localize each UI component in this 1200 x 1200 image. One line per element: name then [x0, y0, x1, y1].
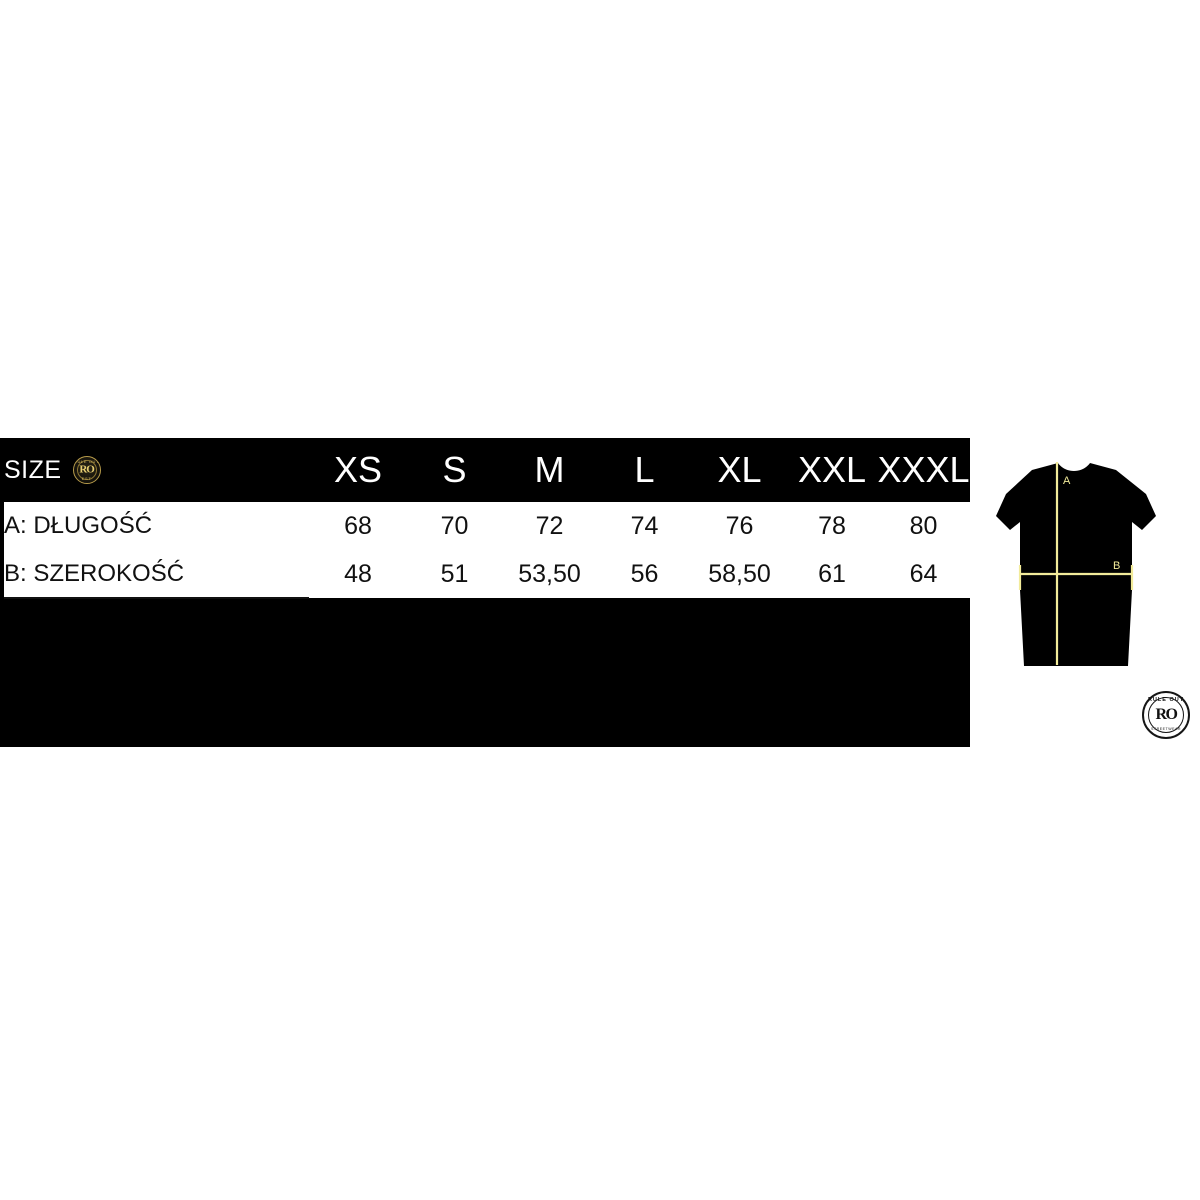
- column-header-xxxl: XXXL: [877, 438, 970, 502]
- table-row: A: DŁUGOŚĆ 68 70 72 74 76 78 80: [4, 502, 970, 550]
- cell-length-xxxl: 80: [877, 502, 970, 550]
- column-header-s: S: [407, 438, 502, 502]
- brand-seal-icon: RULE OUT RO EST: [72, 456, 101, 484]
- stamp-monogram: RO: [1155, 706, 1179, 723]
- size-table: SIZE RULE OUT RO EST XS S M L XL XXL XXX…: [4, 438, 970, 599]
- brand-seal-monogram: RO: [79, 463, 95, 476]
- cell-length-xl: 76: [692, 502, 787, 550]
- measure-label-a: A: [1063, 475, 1071, 487]
- row-label-length: A: DŁUGOŚĆ: [4, 502, 309, 550]
- cell-width-l: 56: [597, 550, 692, 598]
- cell-width-m: 53,50: [502, 550, 597, 598]
- table-header-row: SIZE RULE OUT RO EST XS S M L XL XXL XXX…: [4, 438, 970, 502]
- cell-length-s: 70: [407, 502, 502, 550]
- column-header-xs: XS: [309, 438, 407, 502]
- column-header-m: M: [502, 438, 597, 502]
- column-header-xxl: XXL: [787, 438, 877, 502]
- size-header-label: SIZE: [4, 455, 62, 484]
- cell-width-xl: 58,50: [692, 550, 787, 598]
- row-label-width: B: SZEROKOŚĆ: [4, 550, 309, 599]
- cell-length-xs: 68: [309, 502, 407, 550]
- column-header-l: L: [597, 438, 692, 502]
- ruleout-stamp-icon: RULE OUT RO STREETWEAR: [1142, 691, 1190, 739]
- tshirt-silhouette: [996, 463, 1156, 666]
- stamp-arc-top: RULE OUT: [1147, 697, 1185, 703]
- cell-length-xxl: 78: [787, 502, 877, 550]
- cell-width-xxl: 61: [787, 550, 877, 598]
- tshirt-diagram-svg: A B: [996, 462, 1156, 666]
- size-chart-panel: SIZE RULE OUT RO EST XS S M L XL XXL XXX…: [0, 438, 1200, 747]
- cell-length-m: 72: [502, 502, 597, 550]
- tshirt-diagram-panel: A B RULE OUT RO STREETWEAR: [970, 438, 1200, 747]
- cell-width-xxxl: 64: [877, 550, 970, 598]
- cell-width-xs: 48: [309, 550, 407, 598]
- measure-label-b: B: [1113, 560, 1120, 572]
- stamp-arc-bottom: STREETWEAR: [1151, 727, 1181, 732]
- brand-seal-arc-bottom: EST: [81, 476, 92, 481]
- column-header-xl: XL: [692, 438, 787, 502]
- brand-seal-arc-top: RULE OUT: [74, 459, 100, 464]
- table-row: B: SZEROKOŚĆ 48 51 53,50 56 58,50 61 64: [4, 550, 970, 599]
- cell-length-l: 74: [597, 502, 692, 550]
- cell-width-s: 51: [407, 550, 502, 598]
- size-header-cell: SIZE RULE OUT RO EST: [4, 438, 309, 502]
